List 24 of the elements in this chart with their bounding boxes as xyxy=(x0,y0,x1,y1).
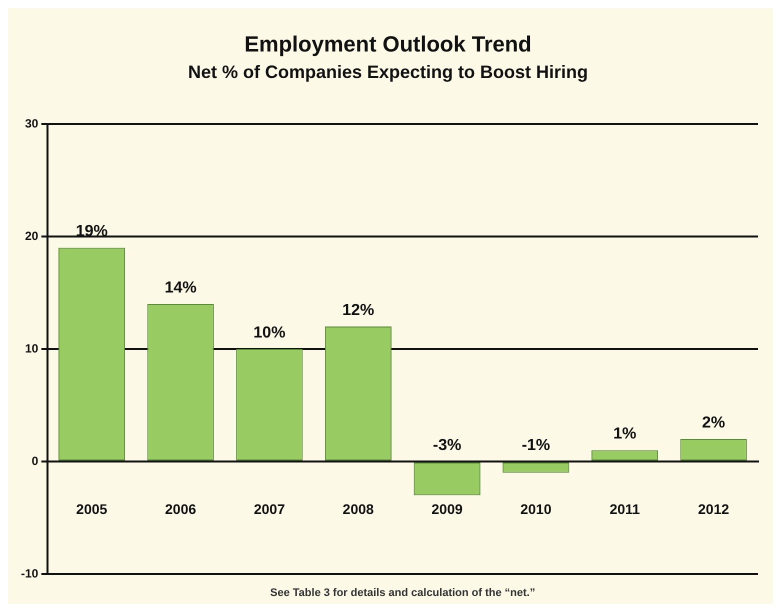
y-tick-label: 30 xyxy=(24,116,39,130)
data-label: 14% xyxy=(164,279,197,296)
data-label: -1% xyxy=(522,436,550,454)
x-tick-label: 2011 xyxy=(610,500,640,517)
x-tick-label: 2007 xyxy=(254,500,286,517)
y-tick-label: -10 xyxy=(21,566,39,580)
data-label: 2% xyxy=(702,414,726,432)
x-tick-label: 2010 xyxy=(520,500,552,517)
x-tick-label: 2009 xyxy=(432,500,463,517)
y-tick-label: 20 xyxy=(24,228,39,243)
data-label: 10% xyxy=(253,324,286,342)
y-tick-label: 10 xyxy=(24,341,39,356)
data-label: 1% xyxy=(613,426,636,443)
x-tick-label: 2008 xyxy=(342,500,374,517)
data-label: -3% xyxy=(432,436,462,454)
x-tick-label: 2012 xyxy=(698,500,730,517)
y-tick-label: 0 xyxy=(32,454,39,468)
data-label: 12% xyxy=(342,302,374,319)
x-tick-label: 2006 xyxy=(165,500,196,517)
chart-title: Employment Outlook Trend xyxy=(244,31,532,56)
data-label: 19% xyxy=(76,223,108,240)
text: See Table 3 for details and calculation of the “net.” xyxy=(270,587,536,599)
x-tick-label: 2005 xyxy=(76,500,108,517)
chart-subtitle: Net % of Companies Expecting to Boost Hiring xyxy=(188,62,588,82)
